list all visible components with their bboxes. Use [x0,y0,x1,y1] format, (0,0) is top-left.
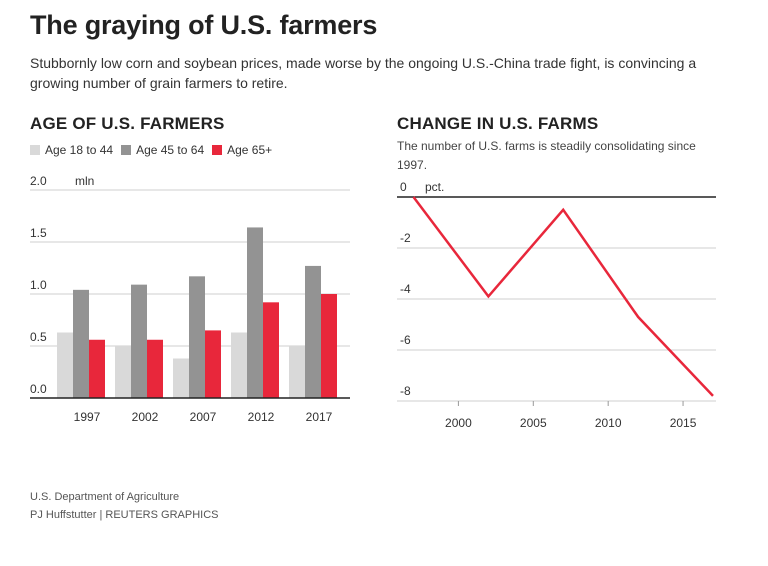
bar-chart-legend: Age 18 to 44 Age 45 to 64 Age 65+ [30,143,280,157]
y-tick-label: -6 [400,333,411,347]
x-tick-label: 2000 [445,416,472,430]
page-title: The graying of U.S. farmers [30,10,378,40]
bar [147,339,163,398]
bar [247,227,263,398]
legend-swatch [30,145,40,155]
x-tick-label: 2002 [132,410,159,424]
x-tick-label: 2007 [190,410,217,424]
legend-label: Age 18 to 44 [45,143,114,157]
y-tick-label: 0 [400,180,407,194]
series-line [412,196,714,397]
bar [305,265,321,398]
x-tick-label: 2005 [520,416,547,430]
x-tick-label: 2017 [306,410,333,424]
bar [89,339,105,398]
y-tick-label: 1.5 [30,226,47,240]
bar [57,332,73,398]
y-tick-label: -4 [400,282,411,296]
legend-item-age-45-64: Age 45 to 64 [121,143,204,157]
y-tick-label: -2 [400,231,411,245]
x-tick-label: 2012 [248,410,275,424]
y-unit-label: mln [75,174,94,188]
bar [321,294,337,398]
y-unit-label: pct. [425,180,444,194]
legend-swatch [212,145,223,155]
bar [289,346,305,398]
credit-note: PJ Huffstutter | REUTERS GRAPHICS [30,509,219,521]
legend-item-age-18-44: Age 18 to 44 [30,143,113,157]
bar [231,332,247,398]
source-note: U.S. Department of Agriculture [30,491,180,503]
legend-swatch [121,145,132,155]
y-tick-label: 0.0 [30,382,47,396]
x-tick-label: 2015 [670,416,697,430]
line-chart-title: CHANGE IN U.S. FARMS [397,114,599,133]
bar [131,284,147,398]
bar-chart-title: AGE OF U.S. FARMERS [30,114,225,133]
y-tick-label: 2.0 [30,174,47,188]
y-tick-label: 0.5 [30,330,47,344]
bar [173,358,189,398]
bar [263,302,279,398]
bar [115,346,131,398]
legend-item-age-65-plus: Age 65+ [212,143,272,157]
legend-label: Age 65+ [227,143,273,157]
x-tick-label: 1997 [74,410,101,424]
page-subtitle: Stubbornly low corn and soybean prices, … [30,55,697,91]
bar [73,289,89,398]
line-chart-subtitle: The number of U.S. farms is steadily con… [397,139,696,172]
y-tick-label: 1.0 [30,278,47,292]
bar [205,330,221,398]
legend-label: Age 45 to 64 [136,143,205,157]
x-tick-label: 2010 [595,416,622,430]
y-tick-label: -8 [400,384,411,398]
bar [189,276,205,398]
